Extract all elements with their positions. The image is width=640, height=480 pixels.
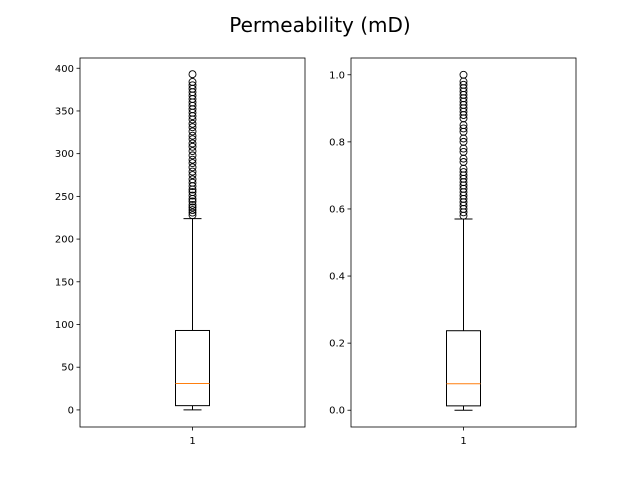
y-tick-label: 350	[55, 106, 74, 117]
subplot-left: 0 50 100 150 200 250 300 350 400 1	[55, 57, 306, 447]
outlier-point	[188, 167, 197, 176]
outlier-point	[459, 158, 468, 166]
outlier-point	[188, 131, 197, 140]
figure-title: Permeability (mD)	[229, 13, 410, 37]
outlier-point	[459, 80, 468, 89]
outlier-point	[459, 124, 468, 133]
y-tick-label: 150	[55, 277, 74, 288]
y-tick-label: 0.0	[329, 406, 345, 417]
outlier-point	[188, 119, 197, 128]
outlier-point	[188, 211, 197, 220]
y-tick-label: 0.8	[329, 137, 345, 148]
outlier-point	[459, 147, 468, 156]
x-tick-label: 1	[460, 436, 466, 447]
iqr-box	[446, 330, 481, 407]
outlier-point	[188, 135, 197, 144]
outlier-point	[188, 171, 197, 179]
outlier-point	[188, 81, 197, 90]
outlier-point	[188, 151, 197, 160]
subplot-right: 0.0 0.2 0.4 0.6 0.8 1.0 1	[329, 57, 577, 447]
outlier-point	[188, 123, 197, 132]
outlier-point	[459, 137, 468, 146]
outlier-point	[188, 127, 197, 136]
outlier-point	[459, 168, 468, 177]
outlier-point	[188, 139, 197, 148]
outlier-point	[188, 77, 197, 86]
outlier-point	[459, 70, 468, 79]
y-tick-label: 50	[61, 363, 74, 374]
outlier-point	[188, 206, 197, 214]
y-tick-label: 300	[55, 149, 74, 160]
outlier-point	[188, 203, 197, 212]
outlier-point	[188, 191, 197, 200]
iqr-box	[175, 329, 210, 407]
y-tick-label: 0	[68, 405, 74, 416]
outlier-point	[188, 188, 197, 197]
y-tick-label: 1.0	[329, 70, 345, 81]
outlier-point	[188, 175, 197, 184]
y-tick-label: 0.4	[329, 272, 345, 283]
x-tick-label: 1	[189, 436, 195, 447]
outlier-point	[188, 155, 197, 164]
outlier-point	[188, 200, 197, 209]
y-tick-label: 100	[55, 320, 74, 331]
y-tick-label: 0.6	[329, 204, 345, 215]
y-tick-label: 250	[55, 192, 74, 203]
outlier-point	[188, 208, 197, 217]
outlier-point	[188, 147, 197, 156]
outlier-point	[188, 163, 197, 172]
y-tick-label: 400	[55, 64, 74, 75]
outlier-point	[188, 159, 197, 168]
outlier-point	[188, 197, 197, 206]
outlier-point	[188, 178, 197, 187]
outlier-point	[188, 70, 197, 79]
y-tick-label: 0.2	[329, 339, 345, 350]
outlier-point	[188, 142, 197, 151]
y-tick-label: 200	[55, 235, 74, 246]
